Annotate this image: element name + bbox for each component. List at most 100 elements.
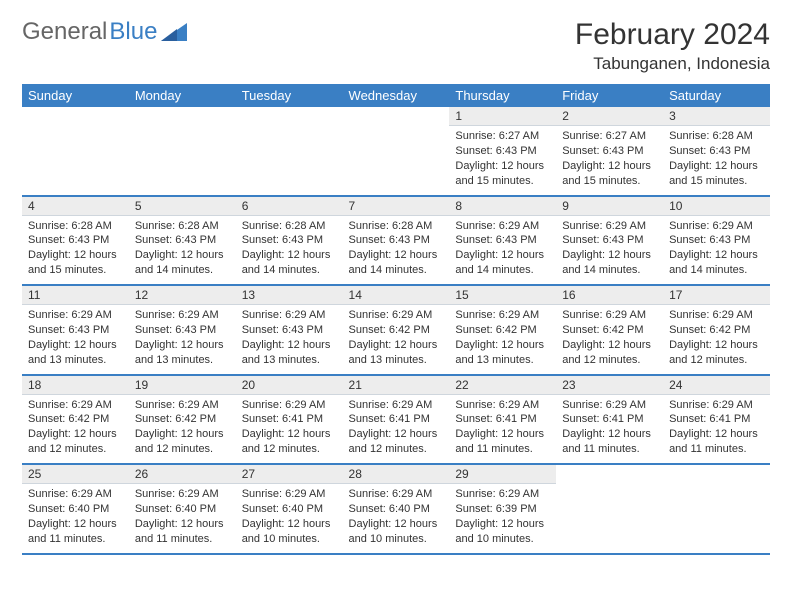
day-detail-line: Daylight: 12 hours [562, 338, 657, 353]
day-detail-cell: Sunrise: 6:29 AMSunset: 6:41 PMDaylight:… [236, 394, 343, 464]
day-detail-cell: Sunrise: 6:29 AMSunset: 6:42 PMDaylight:… [22, 394, 129, 464]
day-detail-line: Sunset: 6:40 PM [135, 502, 230, 517]
weekday-header: Sunday [22, 84, 129, 107]
weekday-header: Friday [556, 84, 663, 107]
day-number-cell [129, 107, 236, 126]
day-detail-line: Daylight: 12 hours [28, 517, 123, 532]
day-number-cell: 23 [556, 375, 663, 395]
weekday-header: Monday [129, 84, 236, 107]
day-number-cell: 5 [129, 196, 236, 216]
day-number-cell [22, 107, 129, 126]
day-detail-line: and 15 minutes. [562, 174, 657, 189]
location: Tabunganen, Indonesia [575, 54, 770, 74]
day-detail-line: and 15 minutes. [28, 263, 123, 278]
day-number-row: 45678910 [22, 196, 770, 216]
day-number-cell: 28 [343, 464, 450, 484]
day-detail-line: Daylight: 12 hours [28, 427, 123, 442]
day-detail-line: Sunset: 6:40 PM [349, 502, 444, 517]
day-number-cell: 19 [129, 375, 236, 395]
day-detail-line: Sunrise: 6:29 AM [135, 398, 230, 413]
day-detail-row: Sunrise: 6:29 AMSunset: 6:43 PMDaylight:… [22, 305, 770, 375]
day-detail-cell: Sunrise: 6:29 AMSunset: 6:41 PMDaylight:… [449, 394, 556, 464]
day-detail-line: Daylight: 12 hours [669, 338, 764, 353]
day-detail-line: Sunrise: 6:29 AM [28, 398, 123, 413]
day-detail-line: Daylight: 12 hours [135, 248, 230, 263]
day-detail-line: Daylight: 12 hours [135, 338, 230, 353]
day-detail-line: and 12 minutes. [349, 442, 444, 457]
weekday-header: Wednesday [343, 84, 450, 107]
day-detail-line: Sunset: 6:43 PM [242, 323, 337, 338]
day-detail-line: Sunrise: 6:28 AM [669, 129, 764, 144]
day-detail-line: and 15 minutes. [669, 174, 764, 189]
day-detail-cell: Sunrise: 6:29 AMSunset: 6:40 PMDaylight:… [22, 484, 129, 554]
day-detail-cell: Sunrise: 6:29 AMSunset: 6:43 PMDaylight:… [22, 305, 129, 375]
day-number-cell: 27 [236, 464, 343, 484]
day-detail-line: Sunrise: 6:28 AM [28, 219, 123, 234]
day-detail-line: Sunset: 6:43 PM [669, 233, 764, 248]
day-detail-line: and 11 minutes. [28, 532, 123, 547]
day-number-cell [556, 464, 663, 484]
weekday-header: Thursday [449, 84, 556, 107]
day-detail-line: and 14 minutes. [242, 263, 337, 278]
logo-triangle-icon [161, 23, 187, 41]
day-number-cell: 21 [343, 375, 450, 395]
day-detail-line: Sunrise: 6:28 AM [135, 219, 230, 234]
day-number-cell: 18 [22, 375, 129, 395]
day-detail-line: Sunset: 6:42 PM [28, 412, 123, 427]
title-block: February 2024 Tabunganen, Indonesia [575, 18, 770, 74]
day-detail-line: and 13 minutes. [28, 353, 123, 368]
day-detail-line: Sunrise: 6:29 AM [562, 308, 657, 323]
day-detail-line: and 13 minutes. [242, 353, 337, 368]
day-detail-cell: Sunrise: 6:27 AMSunset: 6:43 PMDaylight:… [449, 126, 556, 196]
day-detail-line: Daylight: 12 hours [349, 338, 444, 353]
day-detail-line: Sunrise: 6:28 AM [242, 219, 337, 234]
day-number-cell: 22 [449, 375, 556, 395]
day-detail-line: Sunrise: 6:29 AM [349, 398, 444, 413]
day-detail-cell: Sunrise: 6:29 AMSunset: 6:42 PMDaylight:… [129, 394, 236, 464]
day-detail-line: Sunrise: 6:29 AM [669, 219, 764, 234]
day-number-row: 11121314151617 [22, 285, 770, 305]
day-detail-cell: Sunrise: 6:29 AMSunset: 6:43 PMDaylight:… [556, 215, 663, 285]
day-detail-line: Sunset: 6:43 PM [135, 323, 230, 338]
day-number-cell: 13 [236, 285, 343, 305]
day-detail-line: and 10 minutes. [349, 532, 444, 547]
day-number-cell: 29 [449, 464, 556, 484]
day-detail-line: and 12 minutes. [28, 442, 123, 457]
day-detail-line: and 14 minutes. [455, 263, 550, 278]
day-detail-line: Sunset: 6:43 PM [135, 233, 230, 248]
day-detail-line: Sunrise: 6:29 AM [455, 219, 550, 234]
day-detail-cell: Sunrise: 6:29 AMSunset: 6:41 PMDaylight:… [556, 394, 663, 464]
day-detail-cell [663, 484, 770, 554]
day-detail-line: Sunrise: 6:29 AM [669, 398, 764, 413]
day-detail-cell [22, 126, 129, 196]
day-detail-line: Daylight: 12 hours [349, 517, 444, 532]
logo-part1: General [22, 18, 107, 46]
day-detail-cell: Sunrise: 6:27 AMSunset: 6:43 PMDaylight:… [556, 126, 663, 196]
day-detail-line: and 12 minutes. [669, 353, 764, 368]
day-detail-line: Sunrise: 6:27 AM [562, 129, 657, 144]
day-detail-line: and 13 minutes. [135, 353, 230, 368]
day-number-cell: 14 [343, 285, 450, 305]
day-detail-line: and 10 minutes. [455, 532, 550, 547]
day-detail-line: Daylight: 12 hours [455, 159, 550, 174]
day-detail-cell: Sunrise: 6:29 AMSunset: 6:43 PMDaylight:… [663, 215, 770, 285]
day-number-cell: 2 [556, 107, 663, 126]
day-number-cell: 24 [663, 375, 770, 395]
day-detail-cell: Sunrise: 6:29 AMSunset: 6:40 PMDaylight:… [343, 484, 450, 554]
day-number-cell [663, 464, 770, 484]
day-detail-line: Sunrise: 6:29 AM [28, 308, 123, 323]
day-detail-cell: Sunrise: 6:28 AMSunset: 6:43 PMDaylight:… [236, 215, 343, 285]
day-detail-line: Daylight: 12 hours [135, 517, 230, 532]
day-number-cell: 12 [129, 285, 236, 305]
weekday-header-row: Sunday Monday Tuesday Wednesday Thursday… [22, 84, 770, 107]
day-detail-cell [343, 126, 450, 196]
day-detail-line: Sunrise: 6:29 AM [562, 219, 657, 234]
day-detail-line: Daylight: 12 hours [242, 517, 337, 532]
day-number-cell: 11 [22, 285, 129, 305]
day-detail-line: Sunrise: 6:29 AM [455, 308, 550, 323]
day-detail-line: and 12 minutes. [562, 353, 657, 368]
day-detail-line: Daylight: 12 hours [28, 338, 123, 353]
day-detail-line: Sunset: 6:43 PM [562, 233, 657, 248]
day-detail-cell: Sunrise: 6:29 AMSunset: 6:43 PMDaylight:… [449, 215, 556, 285]
day-detail-line: and 11 minutes. [669, 442, 764, 457]
